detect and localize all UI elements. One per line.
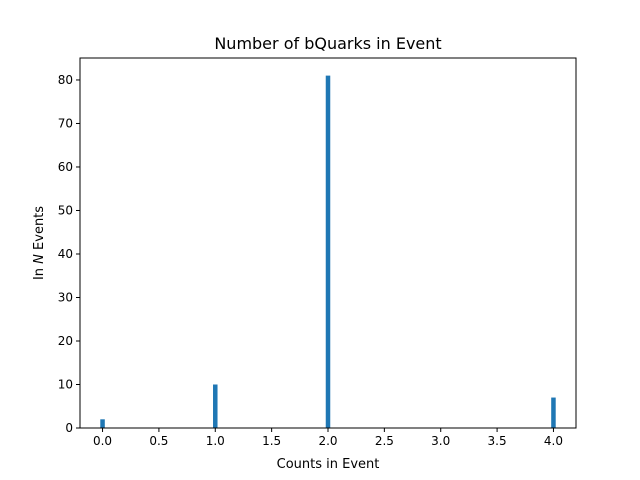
x-tick-label: 2.5 (375, 434, 394, 448)
bars-group (100, 75, 556, 428)
x-tick-label: 1.5 (262, 434, 281, 448)
y-axis-label: In N Events (32, 206, 47, 280)
y-tick-label: 50 (58, 203, 73, 217)
bar-0 (100, 419, 105, 428)
bar-1 (213, 384, 218, 428)
bar-4 (551, 397, 556, 428)
x-axis-ticks: 0.0 0.5 1.0 1.5 2.0 2.5 3.0 3.5 4.0 (93, 428, 563, 448)
x-axis-label: Counts in Event (277, 457, 380, 472)
y-axis-label-italic: N (32, 254, 47, 264)
y-tick-label: 70 (58, 116, 73, 130)
y-axis-label-prefix: In (32, 264, 47, 280)
x-tick-label: 0.0 (93, 434, 112, 448)
y-tick-label: 40 (58, 247, 73, 261)
y-tick-label: 20 (58, 334, 73, 348)
x-tick-label: 3.0 (431, 434, 450, 448)
x-tick-label: 0.5 (149, 434, 168, 448)
y-tick-label: 0 (65, 421, 73, 435)
y-tick-label: 10 (58, 377, 73, 391)
x-tick-label: 2.0 (318, 434, 337, 448)
chart-title: Number of bQuarks in Event (214, 34, 441, 53)
y-tick-label: 80 (58, 73, 73, 87)
y-axis-ticks: 0 10 20 30 40 50 60 70 80 (58, 73, 80, 435)
y-tick-label: 60 (58, 160, 73, 174)
y-tick-label: 30 (58, 290, 73, 304)
bar-2 (325, 75, 331, 428)
x-tick-label: 3.5 (488, 434, 507, 448)
x-tick-label: 4.0 (544, 434, 563, 448)
y-axis-label-suffix: Events (32, 206, 47, 254)
x-tick-label: 1.0 (206, 434, 225, 448)
